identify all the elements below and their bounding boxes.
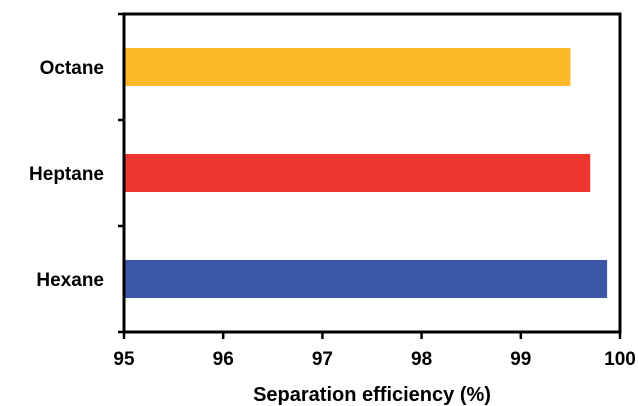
- x-tick-label-98: 98: [411, 349, 432, 370]
- x-tick-label-96: 96: [213, 349, 234, 370]
- x-ticks: [122, 332, 622, 339]
- x-tick-label-100: 100: [604, 349, 636, 370]
- x-axis-title: Separation efficiency (%): [253, 384, 491, 406]
- x-tick-labels: 95 96 97 98 99 100: [113, 349, 635, 370]
- bars-layer: [125, 48, 608, 298]
- bar-octane: [125, 48, 571, 86]
- bar-heptane: [125, 154, 591, 192]
- y-tick-label-hexane: Hexane: [36, 270, 104, 291]
- y-tick-labels: Octane Heptane Hexane: [29, 58, 104, 291]
- y-tick-label-octane: Octane: [40, 58, 104, 79]
- plot-frame: [122, 12, 622, 334]
- y-tick-label-heptane: Heptane: [29, 164, 104, 185]
- bar-hexane: [125, 260, 608, 298]
- x-tick-label-95: 95: [113, 349, 135, 370]
- x-tick-label-99: 99: [510, 349, 531, 370]
- x-tick-label-97: 97: [312, 349, 333, 370]
